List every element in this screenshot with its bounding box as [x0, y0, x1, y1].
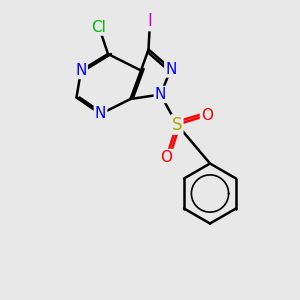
Text: N: N: [75, 63, 87, 78]
Text: N: N: [165, 61, 177, 76]
Text: Cl: Cl: [92, 20, 106, 34]
Text: S: S: [172, 116, 182, 134]
Text: O: O: [160, 150, 172, 165]
Text: O: O: [201, 108, 213, 123]
Text: N: N: [95, 106, 106, 122]
Text: I: I: [148, 12, 152, 30]
Text: N: N: [155, 87, 166, 102]
